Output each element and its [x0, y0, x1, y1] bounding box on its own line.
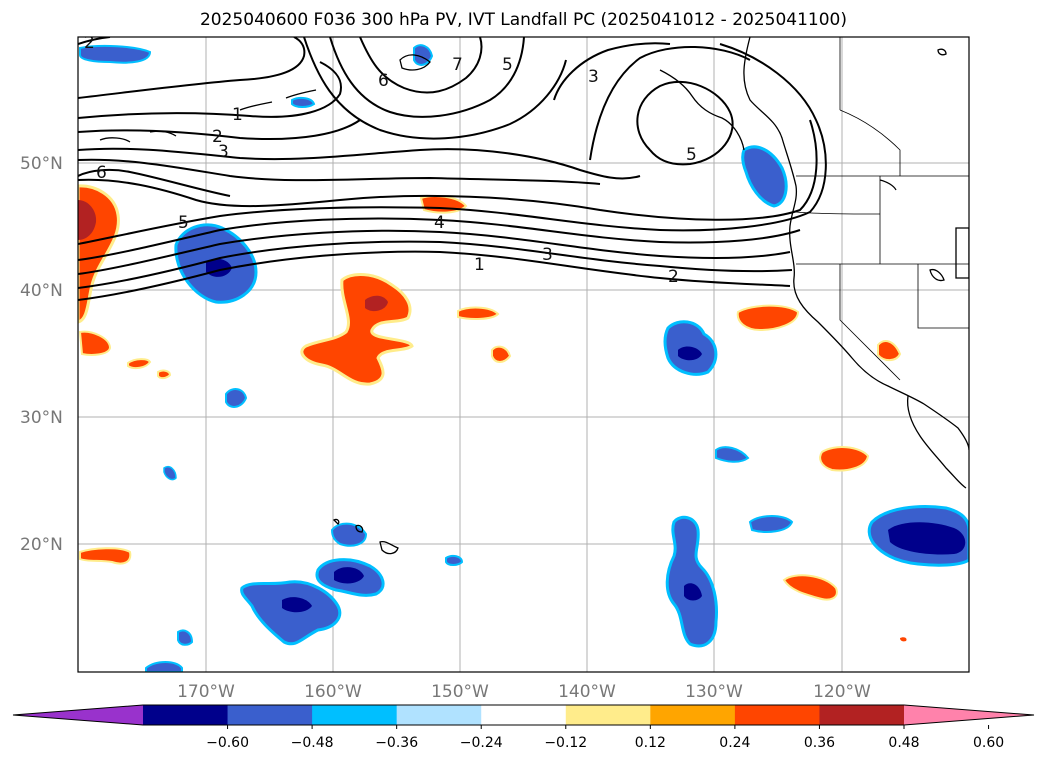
contour-label: 2 — [668, 267, 679, 287]
contour-label: 7 — [452, 55, 463, 75]
lat-label: 40°N — [20, 281, 63, 301]
colorbar-outline — [12, 704, 1035, 726]
map-panel[interactable]: 2 1 2 3 6 5 4 3 1 2 6 7 5 3 5 — [78, 33, 969, 672]
colorbar-tick-label: 0.60 — [973, 735, 1004, 751]
colorbar-segment — [819, 705, 905, 725]
ivt-negative-shading — [79, 44, 969, 672]
colorbar-segment — [396, 705, 482, 725]
lon-label: 130°W — [685, 682, 743, 702]
colorbar-tick-label: 0.24 — [719, 735, 750, 751]
lat-label: 50°N — [20, 154, 63, 174]
colorbar-tick-label: −0.36 — [375, 735, 418, 751]
ivt-blob-south-negative — [665, 515, 718, 648]
lon-label: 120°W — [813, 682, 871, 702]
colorbar-tick-label: 0.12 — [635, 735, 666, 751]
colorbar-segment — [481, 705, 567, 725]
colorbar: −0.60 −0.48 −0.36 −0.24 −0.12 0.12 0.24 0.36 0.4… — [12, 704, 1035, 751]
contour-label: 3 — [542, 245, 553, 265]
colorbar-tick-label: 0.48 — [888, 735, 919, 751]
ivt-core-central — [365, 295, 388, 312]
colorbar-tick-label: −0.24 — [460, 735, 503, 751]
colorbar-segment — [565, 705, 651, 725]
contour-label: 4 — [434, 213, 445, 233]
pv-contours — [78, 37, 827, 301]
colorbar-segment — [312, 705, 398, 725]
colorbar-tick-label: 0.36 — [804, 735, 835, 751]
lon-label: 150°W — [431, 682, 489, 702]
pv-contour-labels: 2 1 2 3 6 5 4 3 1 2 6 7 5 3 5 — [84, 33, 697, 287]
lon-label: 160°W — [304, 682, 362, 702]
latitude-labels: 50°N 40°N 30°N 20°N — [20, 154, 63, 555]
contour-label: 2 — [84, 33, 95, 53]
contour-label: 1 — [474, 255, 485, 275]
map-title: 2025040600 F036 300 hPa PV, IVT Landfall… — [199, 10, 847, 30]
contour-label: 3 — [218, 142, 229, 162]
colorbar-tick-label: −0.12 — [544, 735, 587, 751]
colorbar-extend-min — [13, 705, 143, 725]
lat-label: 20°N — [20, 535, 63, 555]
contour-label: 5 — [502, 55, 513, 75]
colorbar-segment — [650, 705, 736, 725]
contour-label: 5 — [178, 213, 189, 233]
ivt-blob-pnw-negative — [741, 145, 788, 208]
contour-label: 5 — [686, 145, 697, 165]
contour-label: 2 — [212, 127, 223, 147]
contour-label: 1 — [232, 105, 243, 125]
lon-label: 170°W — [177, 682, 235, 702]
contour-label: 6 — [378, 71, 389, 91]
lat-label: 30°N — [20, 408, 63, 428]
longitude-labels: 170°W 160°W 150°W 140°W 130°W 120°W — [177, 682, 871, 702]
colorbar-segment — [227, 705, 313, 725]
contour-label: 6 — [96, 163, 107, 183]
contour-label: 3 — [588, 67, 599, 87]
ivt-core-west-edge — [78, 200, 97, 240]
colorbar-tick-label: −0.60 — [206, 735, 249, 751]
colorbar-segment — [734, 705, 820, 725]
ocean-background — [78, 37, 969, 672]
colorbar-segment — [143, 705, 229, 725]
colorbar-tick-label: −0.48 — [291, 735, 334, 751]
map-frame — [77, 36, 970, 673]
ivt-positive-shading — [78, 184, 907, 642]
lon-label: 140°W — [558, 682, 616, 702]
colorbar-extend-max — [904, 705, 1034, 725]
